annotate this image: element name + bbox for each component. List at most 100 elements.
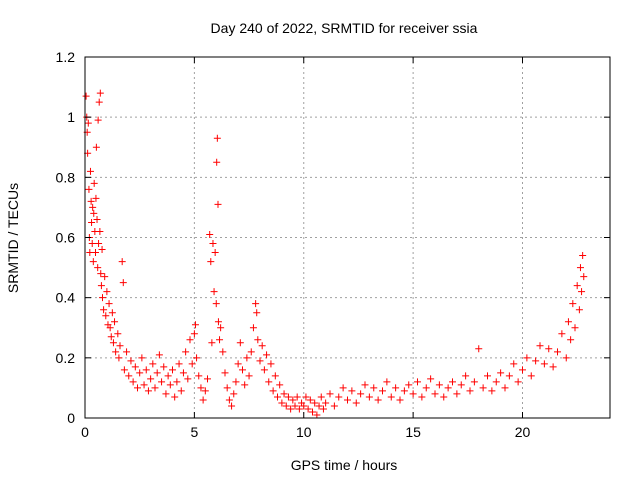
data-point xyxy=(94,264,102,272)
data-point xyxy=(88,240,96,248)
x-tick-label: 5 xyxy=(190,424,198,440)
data-point xyxy=(142,366,150,374)
y-tick-label: 0.4 xyxy=(56,290,76,306)
data-point xyxy=(94,116,102,124)
data-point xyxy=(92,194,100,202)
data-point xyxy=(208,339,216,347)
data-point xyxy=(545,345,553,353)
data-point xyxy=(435,381,443,389)
data-point xyxy=(186,336,194,344)
data-point xyxy=(263,351,271,359)
data-point xyxy=(293,393,301,401)
data-point xyxy=(127,357,135,365)
data-point xyxy=(85,185,93,193)
data-point xyxy=(576,264,584,272)
data-point xyxy=(379,387,386,395)
chart-title: Day 240 of 2022, SRMTID for receiver ssi… xyxy=(211,20,478,36)
data-point xyxy=(365,393,373,401)
data-point xyxy=(101,273,109,281)
data-point xyxy=(475,345,483,353)
data-point xyxy=(306,396,314,404)
y-tick-label: 0.6 xyxy=(56,230,76,246)
data-point xyxy=(304,405,312,413)
data-point xyxy=(144,387,152,395)
data-point xyxy=(201,387,209,395)
data-point xyxy=(162,390,170,398)
y-tick-label: 0.8 xyxy=(56,169,76,185)
data-point xyxy=(97,270,105,278)
data-point xyxy=(123,348,131,356)
data-point xyxy=(211,249,219,257)
data-point xyxy=(95,98,103,106)
data-point xyxy=(118,258,126,266)
data-point xyxy=(182,348,190,356)
data-point xyxy=(129,378,137,386)
data-point xyxy=(228,402,236,410)
data-point xyxy=(260,366,268,374)
data-point xyxy=(213,134,221,142)
y-axis-label: SRMTID / TECUs xyxy=(5,183,21,293)
data-point xyxy=(431,390,439,398)
data-point xyxy=(256,357,264,365)
data-point xyxy=(236,339,244,347)
data-point xyxy=(247,348,255,356)
data-point xyxy=(223,384,231,392)
data-point xyxy=(212,300,220,308)
data-point xyxy=(138,354,146,362)
data-point xyxy=(335,393,343,401)
y-tick-labels: 0 0.2 0.4 0.6 0.8 1 1.2 xyxy=(56,49,76,426)
data-point xyxy=(400,387,408,395)
data-point xyxy=(422,384,430,392)
data-point xyxy=(348,387,356,395)
data-point xyxy=(92,249,99,257)
data-point xyxy=(287,405,295,413)
data-point xyxy=(523,354,531,362)
data-point xyxy=(97,282,105,290)
data-point xyxy=(99,294,106,302)
data-point xyxy=(197,384,205,392)
data-point xyxy=(175,360,183,368)
data-point xyxy=(245,372,253,380)
data-point xyxy=(567,336,575,344)
data-point xyxy=(418,393,426,401)
data-point xyxy=(254,336,262,344)
data-point xyxy=(392,384,400,392)
data-point xyxy=(199,396,207,404)
data-point xyxy=(107,333,115,341)
data-point xyxy=(352,399,360,407)
data-point xyxy=(532,357,540,365)
data-point xyxy=(578,288,586,296)
data-point xyxy=(278,399,286,407)
data-point xyxy=(214,200,222,208)
data-point xyxy=(88,218,96,226)
data-point xyxy=(315,402,323,410)
data-point xyxy=(501,384,509,392)
data-point xyxy=(562,354,570,362)
data-point xyxy=(195,372,203,380)
data-point xyxy=(579,252,587,260)
data-point xyxy=(206,230,214,238)
data-point xyxy=(234,360,242,368)
x-tick-label: 15 xyxy=(405,424,421,440)
data-point xyxy=(149,360,157,368)
x-tick-label: 0 xyxy=(81,424,89,440)
data-point xyxy=(100,306,108,314)
x-axis-label: GPS time / hours xyxy=(291,457,398,473)
data-point xyxy=(453,390,461,398)
data-point xyxy=(87,197,95,205)
data-point xyxy=(519,366,526,374)
data-point xyxy=(89,258,97,266)
data-point xyxy=(267,360,275,368)
data-point xyxy=(269,387,277,395)
data-point xyxy=(253,309,261,317)
data-point xyxy=(232,378,240,386)
data-point xyxy=(361,381,369,389)
data-point xyxy=(184,375,192,383)
data-point xyxy=(230,390,238,398)
data-point xyxy=(271,372,279,380)
data-point xyxy=(164,372,172,380)
y-tick-label: 0 xyxy=(67,410,75,426)
data-point xyxy=(116,342,124,350)
y-tick-label: 1.2 xyxy=(56,49,76,65)
